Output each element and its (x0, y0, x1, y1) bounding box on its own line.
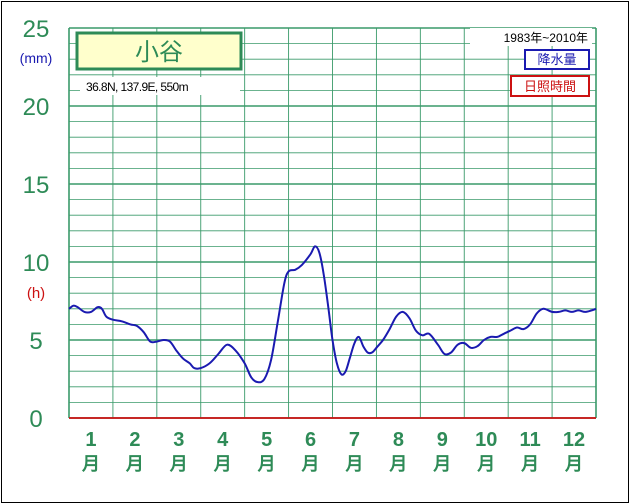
x-tick-suffix: 月 (476, 454, 495, 474)
y-tick-label: 5 (29, 328, 42, 355)
x-axis-labels: 1 月 2 月 3 月 4 月 5 月 6 月 7 月 8 月 9 月 10 月 11 月 12 月 (81, 429, 585, 474)
x-tick-label: 6 (305, 429, 316, 451)
y-unit-sun: (h) (27, 285, 45, 302)
x-tick-label: 11 (520, 429, 541, 451)
period-label: 1983年~2010年 (504, 31, 588, 45)
legend-precip: 降水量 (537, 52, 576, 67)
x-tick-suffix: 月 (388, 454, 407, 474)
legend-precip-box (524, 49, 590, 70)
y-tick-label: 25 (23, 16, 50, 43)
x-tick-suffix: 月 (213, 454, 232, 474)
x-tick-suffix: 月 (432, 454, 451, 474)
station-name: 小谷 (135, 39, 183, 66)
x-tick-suffix: 月 (125, 454, 144, 474)
y-tick-label: 0 (29, 406, 42, 433)
x-tick-suffix: 月 (344, 454, 363, 474)
x-tick-label: 2 (129, 429, 140, 451)
y-tick-label: 15 (23, 172, 50, 199)
y-unit-precip: (mm) (20, 50, 53, 66)
x-tick-label: 5 (261, 429, 272, 451)
x-tick-label: 3 (173, 429, 184, 451)
x-tick-label: 7 (349, 429, 360, 451)
station-box (75, 31, 243, 71)
y-axis-labels: 0 5 10 15 20 25 (23, 16, 50, 433)
period-bg (470, 28, 592, 46)
x-tick-suffix: 月 (257, 454, 276, 474)
x-tick-suffix: 月 (81, 454, 100, 474)
x-tick-label: 4 (217, 429, 229, 451)
x-tick-label: 8 (393, 429, 404, 451)
legend-sun-box (510, 75, 590, 97)
location-bg (80, 77, 240, 95)
y-tick-label: 20 (23, 94, 50, 121)
x-tick-suffix: 月 (564, 454, 583, 474)
x-tick-label: 10 (475, 429, 497, 451)
x-tick-suffix: 月 (301, 454, 320, 474)
x-tick-suffix: 月 (520, 454, 539, 474)
x-tick-label: 1 (85, 429, 96, 451)
x-tick-suffix: 月 (169, 454, 188, 474)
location-label: 36.8N, 137.9E, 550m (86, 80, 189, 94)
x-tick-label: 12 (563, 429, 585, 451)
precipitation-line (68, 245, 597, 384)
x-tick-label: 9 (437, 429, 448, 451)
legend-sun: 日照時間 (524, 79, 576, 94)
y-tick-label: 10 (23, 250, 50, 277)
